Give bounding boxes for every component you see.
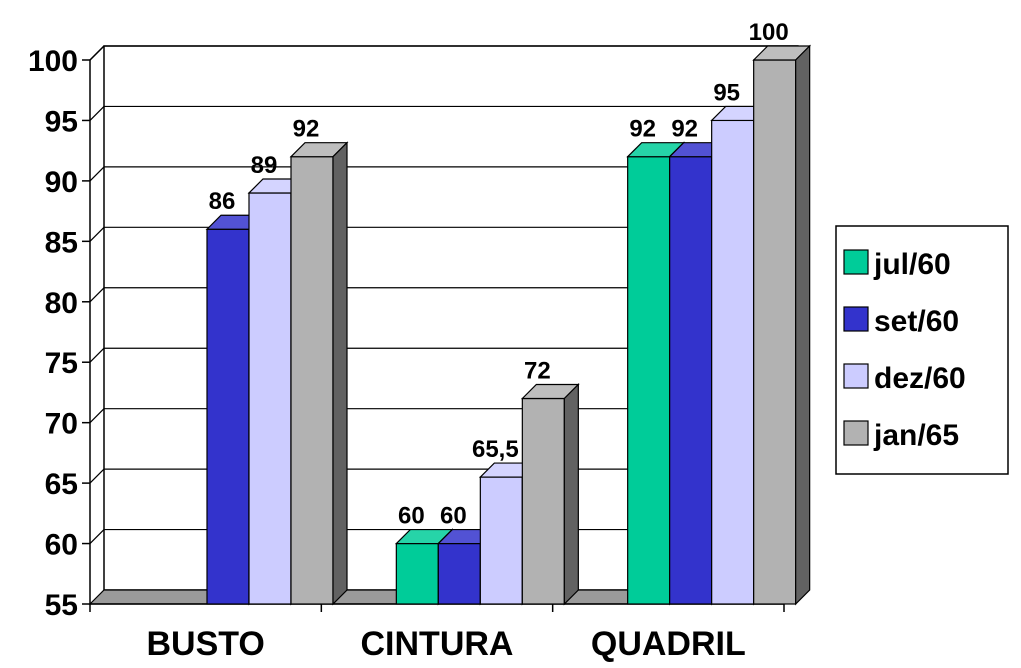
legend-label: set/60 <box>874 305 959 338</box>
gridline-side <box>89 166 105 182</box>
y-tick-label: 55 <box>45 589 78 622</box>
legend-item: dez/60 <box>843 362 966 395</box>
legend-swatch <box>843 420 869 446</box>
gridline-side <box>89 468 105 484</box>
bar-front <box>627 156 671 605</box>
bar-side <box>795 44 811 606</box>
legend-label: dez/60 <box>874 362 966 395</box>
data-label: 65,5 <box>472 436 519 463</box>
gridline-side <box>89 226 105 242</box>
x-category-label: QUADRIL <box>591 625 746 663</box>
data-label: 92 <box>293 116 320 143</box>
bar-front <box>206 228 250 605</box>
data-label: 92 <box>671 116 698 143</box>
gridline-side <box>89 45 105 61</box>
legend-label: jan/65 <box>873 419 959 452</box>
bars <box>205 44 812 606</box>
gridline-side <box>89 408 105 424</box>
data-label: 60 <box>440 503 467 530</box>
data-label: 92 <box>629 116 656 143</box>
legend-swatch <box>843 306 869 332</box>
data-label: 100 <box>749 19 789 46</box>
y-tick-label: 80 <box>45 287 78 320</box>
legend-item: jul/60 <box>843 248 951 281</box>
legend-item: set/60 <box>843 305 959 338</box>
bar-front <box>669 156 713 605</box>
legend-label: jul/60 <box>873 248 951 281</box>
bar-side <box>332 141 348 606</box>
gridline-side <box>89 347 105 363</box>
bar-front <box>753 59 797 605</box>
y-axis-ticks: 55 60 65 70 75 80 85 90 95 100 <box>28 45 90 622</box>
bar-side <box>563 383 579 606</box>
category-labels: BUSTO CINTURA QUADRIL <box>146 625 745 663</box>
gridline-side <box>89 529 105 544</box>
y-tick-label: 75 <box>45 347 78 380</box>
data-label: 86 <box>209 188 236 215</box>
bar-front <box>711 119 755 605</box>
legend: jul/60 set/60 dez/60 jan/65 <box>835 225 1009 475</box>
y-tick-label: 90 <box>45 166 78 199</box>
bar-front <box>395 542 439 605</box>
y-tick-label: 60 <box>45 529 78 562</box>
y-tick-label: 70 <box>45 408 78 441</box>
y-tick-label: 85 <box>45 226 78 259</box>
legend-swatch <box>843 249 869 275</box>
gridline-side <box>89 287 105 303</box>
bar-quadril-jan-65 <box>752 44 812 606</box>
y-tick-label: 65 <box>45 468 78 501</box>
bar-front <box>290 156 334 605</box>
y-tick-label: 95 <box>45 105 78 138</box>
legend-item: jan/65 <box>843 419 959 452</box>
bar-front <box>437 542 481 605</box>
x-category-label: BUSTO <box>146 625 264 663</box>
data-label: 72 <box>524 357 551 384</box>
bar-cintura-jan-65 <box>520 383 580 606</box>
y-tick-label: 100 <box>28 45 78 78</box>
bar-busto-jan-65 <box>289 141 349 606</box>
data-label: 60 <box>398 503 425 530</box>
gridline-side <box>89 106 105 121</box>
bar-front <box>479 476 523 605</box>
x-category-label: CINTURA <box>361 625 514 663</box>
data-label: 95 <box>713 79 740 106</box>
bar-front <box>248 192 292 605</box>
legend-swatch <box>843 363 869 389</box>
data-labels: 86 89 92 60 60 65,5 72 92 92 95 100 <box>209 19 789 530</box>
data-label: 89 <box>251 152 278 179</box>
bar-front <box>521 397 565 605</box>
